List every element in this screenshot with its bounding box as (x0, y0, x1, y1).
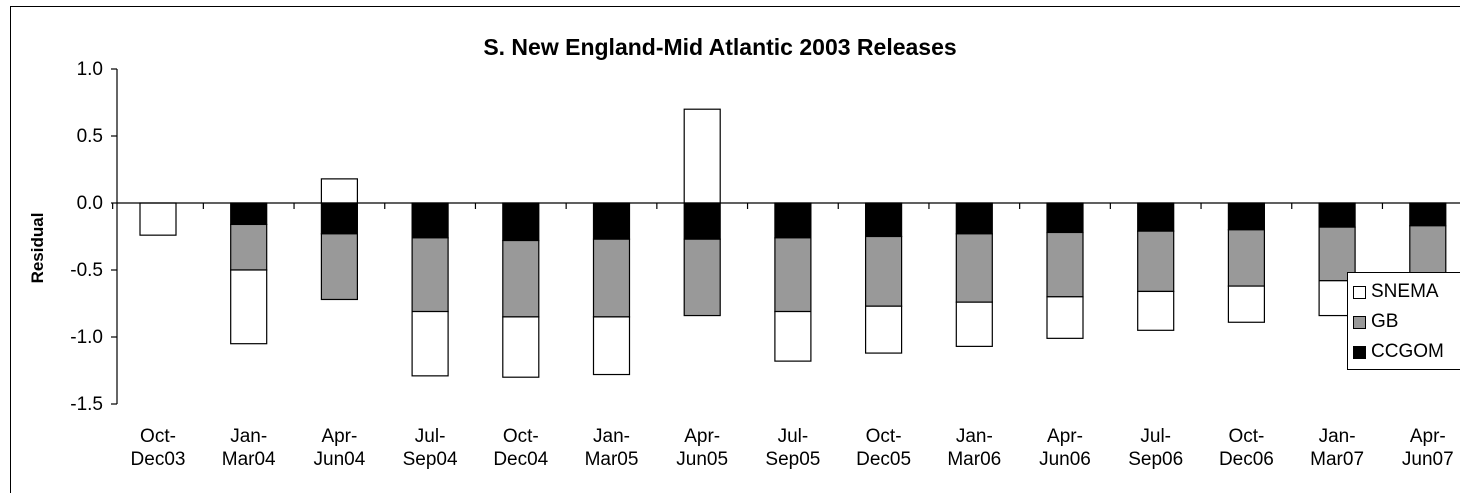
y-tick-label: 0.5 (77, 126, 103, 147)
bar-ccgom-3 (411, 202, 449, 239)
y-axis-label: Residual (28, 213, 47, 284)
x-tick-label: Jan-Mar07 (1310, 426, 1364, 470)
legend-label-snema: SNEMA (1371, 281, 1439, 302)
legend-swatch-ccgom (1353, 345, 1366, 359)
bar-gb-2 (320, 233, 358, 301)
y-tick-label: -0.5 (70, 260, 103, 281)
bar-snema-2 (320, 178, 358, 204)
bar-ccgom-7 (774, 202, 812, 239)
bar-snema-6 (683, 108, 721, 204)
bar-ccgom-9 (955, 202, 993, 235)
bar-ccgom-13 (1318, 202, 1356, 228)
bar-ccgom-2 (320, 202, 358, 235)
bar-gb-4 (502, 239, 540, 318)
x-tick-label: Apr-Jun07 (1402, 426, 1454, 470)
legend-label-gb: GB (1371, 311, 1399, 332)
legend-label-ccgom: CCGOM (1371, 341, 1444, 362)
bar-gb-7 (774, 237, 812, 313)
x-tick-label: Oct-Dec06 (1219, 426, 1274, 470)
bar-ccgom-1 (230, 202, 268, 226)
bar-snema-11 (1137, 290, 1175, 331)
bar-ccgom-11 (1137, 202, 1175, 232)
bar-gb-1 (230, 223, 268, 271)
x-tick-label: Jan-Mar05 (585, 426, 639, 470)
bar-snema-4 (502, 316, 540, 378)
y-tick-label: 1.0 (77, 59, 103, 80)
bar-ccgom-14 (1409, 202, 1447, 227)
y-tick-label: -1.0 (70, 327, 103, 348)
bar-snema-0 (139, 202, 177, 236)
bar-snema-7 (774, 310, 812, 362)
legend-item-ccgom: CCGOM (1353, 341, 1444, 363)
x-tick-label: Jul-Sep05 (765, 426, 820, 470)
x-tick-label: Oct-Dec05 (856, 426, 911, 470)
bar-snema-10 (1046, 296, 1084, 339)
x-tick-label: Jul-Sep04 (403, 426, 458, 470)
bar-gb-13 (1318, 226, 1356, 282)
bar-snema-12 (1227, 285, 1266, 323)
bar-ccgom-4 (502, 202, 540, 242)
x-tick-label: Jul-Sep06 (1128, 426, 1183, 470)
bar-ccgom-6 (683, 202, 721, 240)
bar-gb-6 (683, 238, 721, 317)
bar-snema-3 (411, 310, 449, 377)
bar-snema-8 (864, 305, 903, 354)
x-tick-label: Jan-Mar06 (947, 426, 1001, 470)
y-tick-label: -1.5 (70, 394, 103, 415)
legend: SNEMA GB CCGOM (1347, 272, 1460, 370)
legend-item-gb: GB (1353, 311, 1398, 333)
legend-swatch-gb (1353, 315, 1366, 329)
bar-gb-3 (411, 237, 449, 313)
x-tick-label: Jan-Mar04 (222, 426, 276, 470)
legend-swatch-snema (1353, 285, 1366, 299)
bar-snema-1 (230, 269, 268, 345)
bar-gb-9 (955, 233, 993, 303)
y-tick-label: 0.0 (77, 193, 103, 214)
x-tick-label: Oct-Dec04 (493, 426, 548, 470)
bar-gb-11 (1137, 230, 1175, 293)
bar-ccgom-5 (592, 202, 631, 240)
bar-gb-14 (1409, 225, 1447, 278)
bar-gb-5 (592, 238, 631, 318)
x-tick-label: Oct-Dec03 (131, 426, 186, 470)
legend-item-snema: SNEMA (1353, 281, 1439, 303)
bar-gb-10 (1046, 231, 1084, 298)
x-tick-label: Apr-Jun06 (1039, 426, 1091, 470)
chart-frame (10, 6, 1460, 493)
bar-ccgom-12 (1227, 202, 1266, 231)
bar-gb-8 (864, 235, 903, 307)
bar-ccgom-10 (1046, 202, 1084, 234)
bar-gb-12 (1227, 229, 1266, 287)
axes-group: 1.0 0.5 0.0 -0.5 -1.0 -1.5 Oct-Dec03 Jan-Mar04 A… (70, 59, 1460, 470)
bar-snema-9 (955, 301, 993, 347)
x-tick-label: Apr-Jun05 (676, 426, 728, 470)
bar-snema-5 (592, 316, 631, 376)
x-tick-label: Apr-Jun04 (314, 426, 366, 470)
chart-title: S. New England-Mid Atlantic 2003 Release… (483, 34, 956, 60)
bars-group (139, 108, 1447, 378)
bar-ccgom-8 (864, 202, 903, 238)
